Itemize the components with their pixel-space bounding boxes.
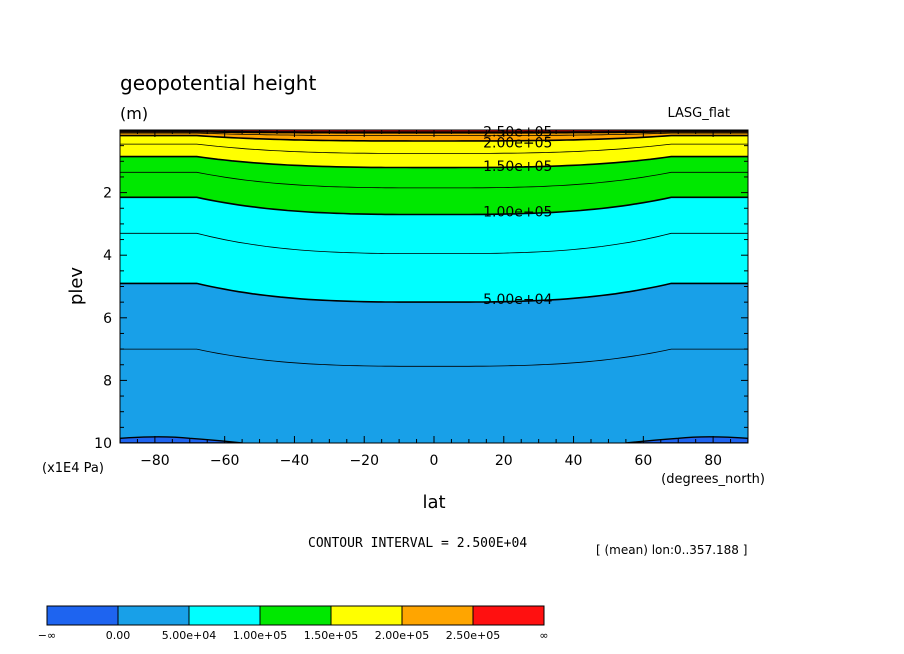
colorbar-swatch [46, 605, 119, 626]
contour-label: 1.00e+05 [483, 204, 552, 220]
x-tick-label: −60 [210, 453, 240, 469]
y-tick-label: 8 [103, 373, 112, 389]
x-tick-label: 80 [704, 453, 722, 469]
colorbar-swatch [472, 605, 545, 626]
y-tick-label: 10 [94, 436, 112, 452]
x-tick-label: −80 [140, 453, 170, 469]
colorbar-swatch [188, 605, 261, 626]
contour-line-150000 [120, 155, 748, 169]
colorbar-swatch [401, 605, 474, 626]
contour-label: 1.50e+05 [483, 159, 552, 175]
y-axis-units: (x1E4 Pa) [42, 461, 104, 476]
contour-label: 2.50e+05 [483, 125, 552, 141]
colorbar-label: 0.00 [106, 629, 131, 642]
polar-region-north [625, 436, 748, 443]
contour-line-100000 [120, 196, 748, 216]
subset-text: [ (mean) lon:0..357.188 ] [596, 543, 747, 557]
colorbar-label: 1.50e+05 [304, 629, 358, 642]
contour-line-125000 [120, 171, 748, 189]
y-tick-label: 6 [103, 311, 112, 327]
y-tick-label: 2 [103, 186, 112, 202]
x-tick-label: −40 [280, 453, 310, 469]
contour-labels: 2.50e+052.00e+05 1.50e+05 1.00e+05 5.00e+04 [483, 125, 552, 308]
contour-interval-text: CONTOUR INTERVAL = 2.500E+04 [308, 536, 527, 551]
x-tick-label: 20 [495, 453, 513, 469]
contour-line-25000 [120, 348, 748, 367]
colorbar: −∞ 0.00 5.00e+04 1.00e+05 1.50e+05 2.00e+05 2.… [38, 605, 549, 642]
colorbar-swatch [330, 605, 403, 626]
polar-region-south [120, 436, 243, 443]
colorbar-swatch [259, 605, 332, 626]
x-tick-label: 40 [565, 453, 583, 469]
y-axis: 2 4 6 8 10 [94, 129, 748, 452]
x-axis: −80 −60 −40 −20 0 20 40 60 80 [119, 130, 749, 469]
x-tick-label: −20 [349, 453, 379, 469]
colorbar-label: 1.00e+05 [233, 629, 287, 642]
contour-fills [120, 130, 748, 443]
contour-line-50000 [120, 282, 748, 303]
contour-line-75000 [120, 232, 748, 254]
colorbar-label: ∞ [539, 629, 548, 642]
colorbar-swatch [117, 605, 190, 626]
contour-label: 2.00e+05 [483, 136, 552, 152]
colorbar-label: 2.00e+05 [375, 629, 429, 642]
contour-line-175000 [120, 143, 748, 154]
x-axis-units: (degrees_north) [661, 472, 765, 487]
colorbar-label: 5.00e+04 [162, 629, 216, 642]
x-tick-label: 60 [634, 453, 652, 469]
colorbar-label: 2.50e+05 [446, 629, 500, 642]
y-tick-label: 4 [103, 248, 112, 264]
y-axis-label: plev [66, 267, 87, 306]
contour-line-200000 [120, 134, 748, 142]
colorbar-label: −∞ [38, 629, 56, 642]
chart-units: (m) [120, 104, 148, 123]
contour-label: 5.00e+04 [483, 292, 552, 308]
chart-title: geopotential height [120, 71, 316, 95]
x-axis-label: lat [422, 492, 445, 513]
dataset-label: LASG_flat [667, 106, 730, 121]
x-tick-label: 0 [430, 453, 439, 469]
